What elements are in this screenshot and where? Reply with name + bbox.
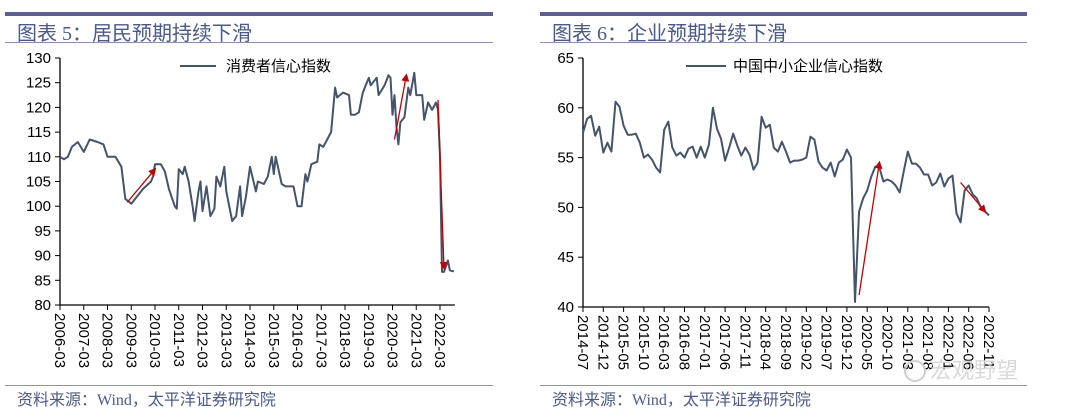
- divider: [5, 385, 493, 386]
- chart-panel-5: 图表 5：居民预期持续下滑 资料来源：Wind，太平洋证券研究院: [5, 0, 493, 417]
- y-tick-label: 90: [34, 248, 51, 265]
- y-tick-label: 120: [26, 99, 51, 116]
- x-tick-label: 2021-03: [407, 313, 424, 368]
- x-tick-label: 2020-03: [384, 313, 401, 368]
- y-tick-label: 115: [27, 124, 51, 141]
- x-tick-label: 2011-03: [170, 313, 187, 367]
- legend-label: 消费者信心指数: [226, 57, 331, 75]
- x-tick-label: 2016-08: [676, 315, 693, 370]
- title-bar: [540, 12, 1027, 16]
- x-tick-label: 2015-10: [635, 315, 652, 370]
- x-tick-label: 2018-04: [757, 315, 774, 370]
- x-tick-label: 2014-07: [574, 315, 591, 370]
- x-tick-label: 2020-10: [879, 315, 896, 370]
- x-tick-label: 2022-01: [939, 315, 956, 370]
- divider: [540, 42, 1027, 43]
- x-tick-label: 2018-09: [777, 315, 794, 370]
- annotation-arrow: [437, 99, 448, 270]
- y-tick-label: 85: [34, 272, 51, 289]
- annotation-arrow: [393, 73, 410, 140]
- x-tick-label: 2013-03: [217, 313, 234, 368]
- x-tick-label: 2022-11: [980, 315, 997, 369]
- x-tick-label: 2019-07: [818, 315, 835, 370]
- x-tick-label: 2014-03: [241, 313, 258, 368]
- y-tick-label: 45: [557, 249, 574, 266]
- y-tick-label: 130: [26, 50, 51, 67]
- y-tick-label: 40: [557, 299, 574, 316]
- x-tick-label: 2008-03: [99, 313, 116, 368]
- x-tick-label: 2017-03: [312, 313, 329, 368]
- x-tick-label: 2019-03: [360, 313, 377, 368]
- x-tick-label: 2015-05: [615, 315, 632, 370]
- annotation-arrow: [858, 160, 883, 296]
- x-tick-label: 2009-03: [122, 313, 139, 368]
- x-tick-label: 2021-08: [919, 315, 936, 370]
- x-tick-label: 2014-12: [594, 315, 611, 370]
- y-tick-label: 95: [34, 223, 51, 240]
- x-tick-label: 2012-03: [194, 313, 211, 368]
- x-tick-label: 2006-03: [51, 313, 68, 368]
- x-tick-label: 2018-03: [336, 313, 353, 368]
- x-tick-label: 2017-06: [716, 315, 733, 370]
- x-tick-label: 2021-03: [899, 315, 916, 370]
- x-tick-label: 2019-12: [838, 315, 855, 370]
- source-note: 资料来源：Wind，太平洋证券研究院: [552, 392, 811, 409]
- x-tick-label: 2020-05: [858, 315, 875, 370]
- title-bar: [5, 12, 493, 16]
- x-tick-label: 2019-02: [797, 315, 814, 370]
- x-tick-label: 2017-01: [696, 315, 713, 370]
- x-tick-label: 2017-11: [736, 315, 753, 369]
- y-tick-label: 80: [34, 297, 51, 314]
- wechat-icon: [904, 360, 926, 382]
- series-line: [582, 100, 990, 303]
- y-tick-label: 60: [557, 100, 574, 117]
- y-tick-label: 105: [26, 174, 51, 191]
- x-tick-label: 2015-03: [265, 313, 282, 368]
- x-tick-label: 2022-06: [960, 315, 977, 370]
- y-tick-label: 65: [557, 50, 574, 67]
- x-tick-label: 2016-03: [655, 315, 672, 370]
- y-tick-label: 110: [27, 149, 51, 166]
- y-tick-label: 55: [557, 150, 574, 167]
- x-tick-label: 2016-03: [289, 313, 306, 368]
- chart-title: 图表 5：居民预期持续下滑: [17, 23, 252, 45]
- y-tick-label: 100: [26, 198, 51, 215]
- divider: [540, 385, 1027, 386]
- x-tick-label: 2010-03: [146, 313, 163, 368]
- watermark-text: 宏观野望: [930, 359, 1018, 384]
- legend-label: 中国中小企业信心指数: [733, 57, 883, 75]
- source-note: 资料来源：Wind，太平洋证券研究院: [17, 392, 276, 409]
- annotation-arrow: [126, 167, 157, 203]
- annotation-arrow: [960, 182, 987, 213]
- chart-panel-6: 图表 6：企业预期持续下滑 资料来源：Wind，太平洋证券研究院: [540, 0, 1027, 417]
- divider: [5, 42, 493, 43]
- chart-title: 图表 6：企业预期持续下滑: [552, 23, 787, 45]
- y-tick-label: 125: [26, 75, 51, 92]
- x-tick-label: 2022-03: [431, 313, 448, 368]
- y-tick-label: 50: [557, 199, 574, 216]
- x-tick-label: 2007-03: [75, 313, 92, 368]
- series-line: [59, 71, 455, 273]
